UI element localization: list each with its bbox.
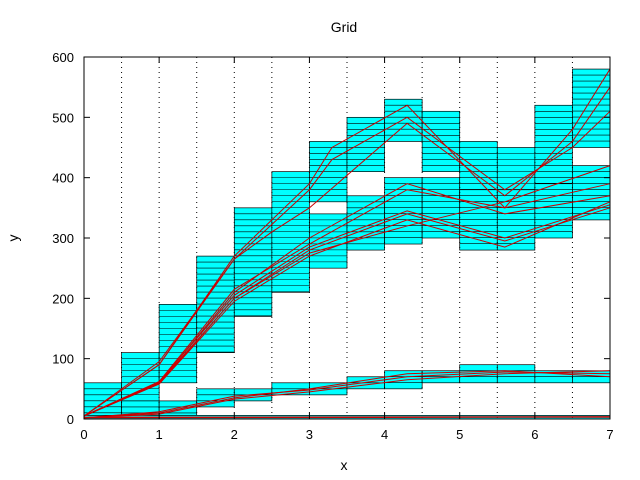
x-tick-label: 4: [381, 427, 388, 442]
series-line: [83, 165, 611, 417]
grid-cell: [421, 110, 461, 172]
grid-cell-fill: [572, 68, 611, 148]
x-tick-label: 0: [80, 427, 87, 442]
grid-cell-fill: [384, 177, 423, 245]
y-tick-label: 100: [52, 352, 74, 367]
y-tick-label: 0: [67, 412, 74, 427]
grid-cell: [346, 116, 385, 172]
y-tick-label: 500: [52, 110, 74, 125]
grid-cell: [421, 177, 461, 239]
series-line: [83, 110, 611, 417]
x-tick-label: 2: [231, 427, 238, 442]
grid-cell-fill: [384, 98, 423, 142]
y-tick-label: 300: [52, 231, 74, 246]
grid-cell-fill: [572, 165, 611, 221]
grid-cell: [309, 141, 348, 203]
chart-title: Grid: [331, 19, 357, 35]
grid-cell-fill: [346, 195, 385, 251]
y-axis-label: y: [5, 235, 21, 242]
lines-layer: [83, 68, 611, 419]
grid-cell-fill: [346, 116, 385, 172]
cells-layer: [83, 68, 611, 420]
grid-cell: [534, 183, 573, 239]
x-axis-label: x: [341, 457, 348, 473]
x-tick-label: 1: [156, 427, 163, 442]
series-line: [83, 416, 611, 419]
grid-cell: [459, 189, 498, 251]
y-tick-label: 400: [52, 171, 74, 186]
series-line: [83, 370, 611, 419]
x-tick-label: 3: [306, 427, 313, 442]
ticks-layer: 0 1 2 3 4 5 6 7 0 100 200 300 400 500 600: [52, 50, 613, 442]
grid-cell: [346, 195, 385, 251]
grid-cell: [121, 352, 160, 402]
y-tick-label: 200: [52, 291, 74, 306]
series-line: [83, 183, 611, 417]
grid-cell: [196, 255, 235, 353]
series-line: [83, 371, 611, 419]
series-line: [83, 416, 611, 418]
x-tick-label: 7: [606, 427, 613, 442]
grid-cell: [233, 207, 273, 317]
x-tick-label: 5: [456, 427, 463, 442]
grid-cell: [384, 98, 423, 142]
series-line: [83, 68, 611, 417]
x-tick-label: 6: [531, 427, 538, 442]
grid-cell: [572, 165, 611, 221]
series-line: [83, 183, 611, 417]
grid-cell: [384, 177, 423, 245]
grid-cell: [496, 189, 536, 251]
y-tick-label: 600: [52, 50, 74, 65]
grid-cell-fill: [534, 183, 573, 239]
grid-cell: [572, 68, 611, 148]
series-line: [83, 86, 611, 417]
